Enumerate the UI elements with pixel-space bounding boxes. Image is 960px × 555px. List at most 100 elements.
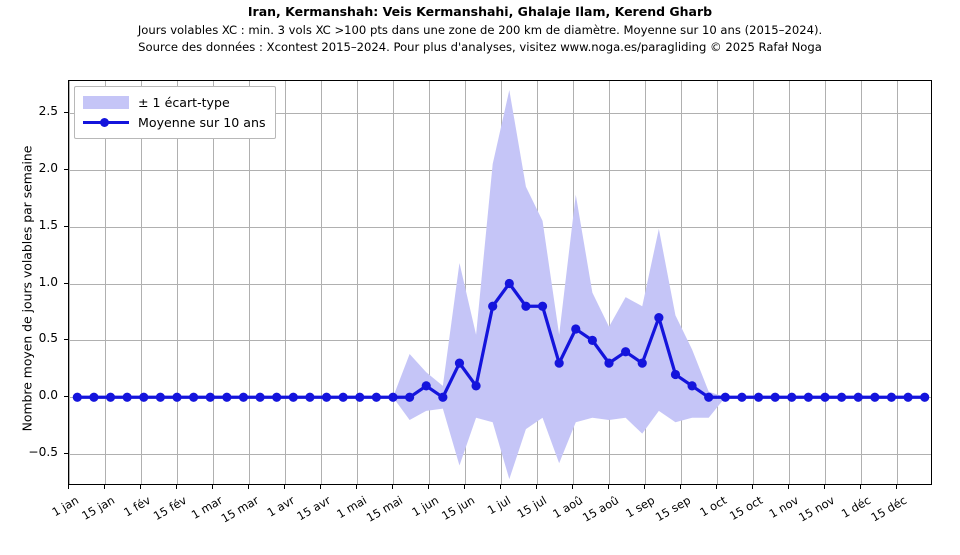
- data-point: [89, 392, 99, 402]
- data-point: [255, 392, 265, 402]
- data-point: [189, 392, 199, 402]
- data-point: [471, 381, 481, 391]
- gridline-v: [285, 81, 286, 484]
- data-point: [205, 392, 215, 402]
- x-tick: [464, 485, 465, 489]
- data-point: [288, 392, 298, 402]
- x-tick: [896, 485, 897, 489]
- line-swatch-icon: [83, 116, 129, 129]
- x-tick: [284, 485, 285, 489]
- y-tick-label: 2.5: [38, 103, 58, 118]
- data-point: [853, 392, 863, 402]
- gridline-v: [789, 81, 790, 484]
- gridline-v: [861, 81, 862, 484]
- data-point: [704, 392, 714, 402]
- data-point: [537, 301, 548, 311]
- y-tick: [64, 453, 68, 455]
- data-point: [521, 301, 531, 311]
- data-point: [770, 392, 780, 402]
- gridline-v: [213, 81, 214, 484]
- data-point: [305, 392, 315, 402]
- data-point: [122, 392, 132, 402]
- series-layer: [72, 90, 930, 480]
- data-point: [488, 301, 498, 311]
- data-point: [920, 392, 930, 402]
- data-point: [903, 392, 913, 402]
- data-point: [72, 392, 82, 402]
- y-tick: [64, 111, 68, 113]
- gridline-v: [465, 81, 466, 484]
- gridline-v: [321, 81, 322, 484]
- band-swatch-icon: [83, 95, 129, 109]
- data-point: [272, 392, 282, 402]
- data-point: [238, 392, 249, 402]
- y-tick: [64, 168, 68, 170]
- subtitle-line-1: Jours volables XC : min. 3 vols XC >100 …: [137, 23, 823, 37]
- data-point: [587, 335, 597, 345]
- data-point: [388, 392, 398, 402]
- gridline-v: [609, 81, 610, 484]
- data-point: [321, 392, 332, 402]
- x-tick: [68, 485, 69, 489]
- gridline-v: [177, 81, 178, 484]
- y-tick-label: −0.5: [28, 445, 58, 460]
- x-tick: [572, 485, 573, 489]
- x-tick: [824, 485, 825, 489]
- y-tick: [64, 225, 68, 227]
- legend-label-mean: Moyenne sur 10 ans: [138, 114, 266, 130]
- x-tick: [428, 485, 429, 489]
- gridline-v: [357, 81, 358, 484]
- data-point: [787, 392, 797, 402]
- gridline-v: [753, 81, 754, 484]
- x-tick: [248, 485, 249, 489]
- data-point: [421, 381, 431, 391]
- data-point: [454, 358, 465, 368]
- x-tick: [212, 485, 213, 489]
- gridline-h: [69, 112, 931, 114]
- legend-label-band: ± 1 écart-type: [138, 94, 230, 110]
- x-tick: [860, 485, 861, 489]
- data-point: [105, 392, 116, 402]
- y-tick-label: 1.5: [38, 217, 58, 232]
- subtitle-line-2: Source des données : Xcontest 2015–2024.…: [138, 40, 822, 54]
- data-point: [886, 392, 897, 402]
- data-point: [621, 347, 631, 357]
- data-point: [737, 392, 747, 402]
- y-tick-label: 0.0: [38, 388, 58, 403]
- x-tick: [356, 485, 357, 489]
- legend-item-mean: Moyenne sur 10 ans: [83, 112, 266, 132]
- x-tick: [176, 485, 177, 489]
- y-tick: [64, 339, 68, 341]
- y-tick: [64, 396, 68, 398]
- data-point: [139, 392, 149, 402]
- x-tick: [788, 485, 789, 489]
- data-point: [654, 313, 664, 323]
- x-tick: [392, 485, 393, 489]
- gridline-v: [141, 81, 142, 484]
- y-tick-label: 1.0: [38, 274, 58, 289]
- x-tick: [680, 485, 681, 489]
- data-point: [837, 392, 847, 402]
- x-tick: [752, 485, 753, 489]
- data-point: [571, 324, 581, 334]
- data-point: [438, 392, 448, 402]
- x-tick: [644, 485, 645, 489]
- chart-figure: Iran, Kermanshah: Veis Kermanshahi, Ghal…: [0, 4, 960, 526]
- data-point: [637, 358, 647, 368]
- data-point: [803, 392, 813, 402]
- x-tick: [608, 485, 609, 489]
- gridline-v: [249, 81, 250, 484]
- data-point: [687, 381, 697, 391]
- x-tick: [320, 485, 321, 489]
- gridline-v: [897, 81, 898, 484]
- chart-legend: ± 1 écart-type Moyenne sur 10 ans: [74, 86, 276, 139]
- chart-subtitle: Jours volables XC : min. 3 vols XC >100 …: [0, 22, 960, 56]
- data-point: [155, 392, 165, 402]
- gridline-v: [393, 81, 394, 484]
- data-point: [753, 392, 764, 402]
- y-axis-title: Nombre moyen de jours volables par semai…: [19, 145, 35, 432]
- page-title: Iran, Kermanshah: Veis Kermanshahi, Ghal…: [247, 4, 713, 19]
- gridline-v: [645, 81, 646, 484]
- std-dev-band: [77, 90, 925, 480]
- x-tick: [536, 485, 537, 489]
